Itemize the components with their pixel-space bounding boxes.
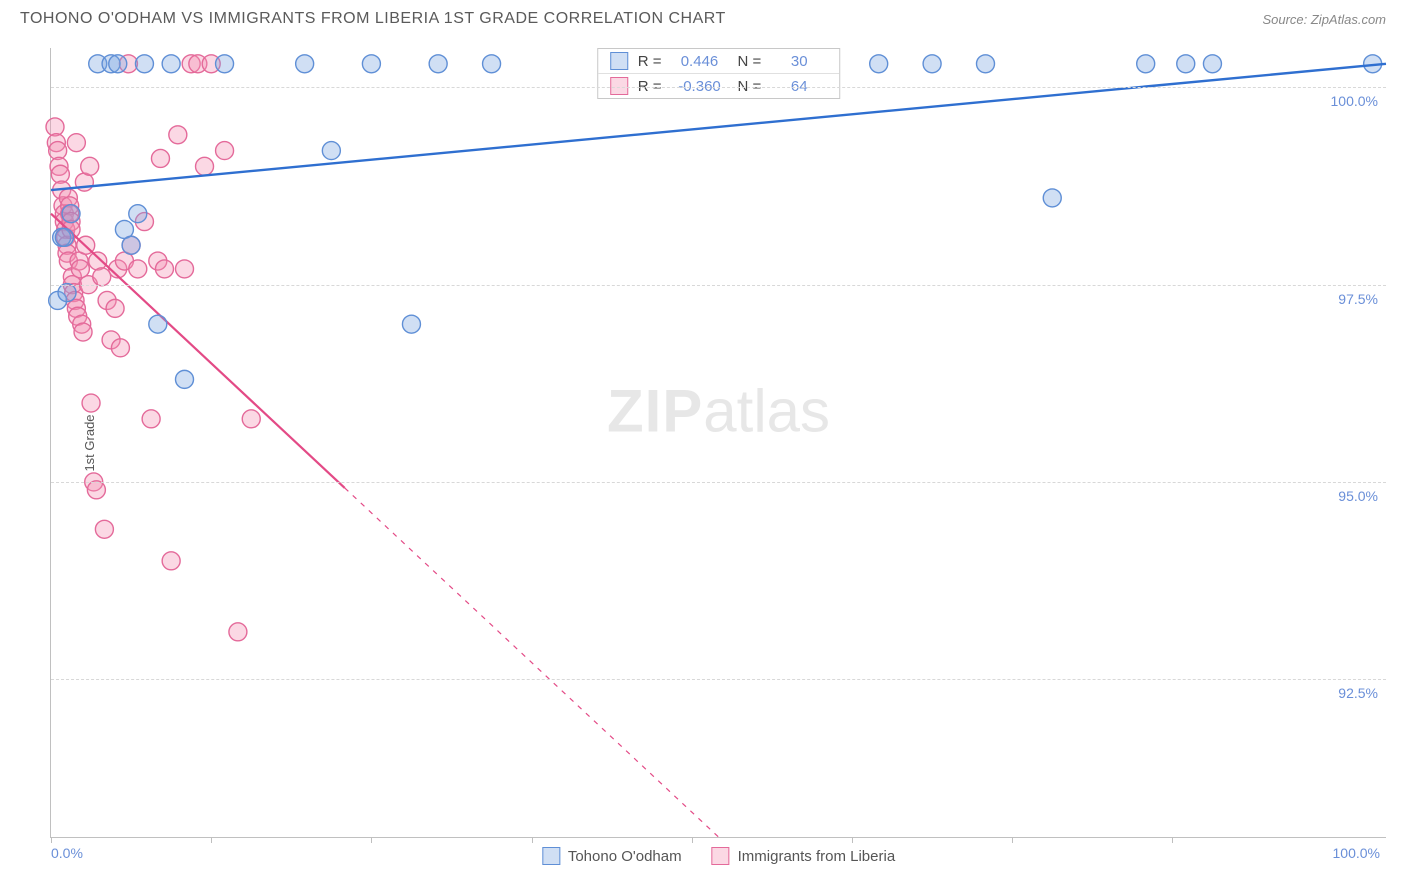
stats-row-liberia: R = -0.360 N = 64 (598, 74, 840, 98)
data-point (1137, 55, 1155, 73)
data-point (95, 520, 113, 538)
data-point (109, 55, 127, 73)
data-point (74, 323, 92, 341)
data-point (322, 142, 340, 160)
data-point (129, 260, 147, 278)
stat-R-value-liberia: -0.360 (672, 78, 728, 95)
xtick-label: 0.0% (51, 845, 83, 861)
xtick (51, 837, 52, 843)
chart-area: 1st Grade ZIPatlas R = 0.446 N = 30 R = … (50, 48, 1386, 838)
stat-R-label: R = (638, 53, 662, 70)
data-point (87, 481, 105, 499)
xtick (692, 837, 693, 843)
data-point (135, 55, 153, 73)
data-point (93, 268, 111, 286)
ytick-label: 97.5% (1338, 291, 1378, 307)
data-point (151, 149, 169, 167)
data-point (176, 260, 194, 278)
data-point (229, 623, 247, 641)
ytick-label: 95.0% (1338, 488, 1378, 504)
xtick (852, 837, 853, 843)
legend-label-liberia: Immigrants from Liberia (738, 848, 896, 865)
gridline (51, 679, 1386, 680)
data-point (169, 126, 187, 144)
data-point (923, 55, 941, 73)
xtick (532, 837, 533, 843)
data-point (483, 55, 501, 73)
data-point (82, 394, 100, 412)
data-point (242, 410, 260, 428)
legend: Tohono O'odham Immigrants from Liberia (542, 847, 895, 865)
gridline (51, 285, 1386, 286)
xtick (1172, 837, 1173, 843)
legend-item-tohono: Tohono O'odham (542, 847, 682, 865)
data-point (196, 157, 214, 175)
stat-N-label: N = (738, 53, 762, 70)
data-point (142, 410, 160, 428)
gridline (51, 87, 1386, 88)
data-point (162, 552, 180, 570)
data-point (162, 55, 180, 73)
data-point (216, 55, 234, 73)
data-point (106, 299, 124, 317)
legend-swatch-liberia (712, 847, 730, 865)
data-point (1177, 55, 1195, 73)
data-point (122, 236, 140, 254)
data-point (1203, 55, 1221, 73)
data-point (81, 157, 99, 175)
chart-header: TOHONO O'ODHAM VS IMMIGRANTS FROM LIBERI… (0, 0, 1406, 34)
data-point (55, 228, 73, 246)
stat-N-value-tohono: 30 (771, 53, 827, 70)
stat-R-value-tohono: 0.446 (672, 53, 728, 70)
data-point (402, 315, 420, 333)
gridline (51, 482, 1386, 483)
data-point (67, 134, 85, 152)
data-point (62, 205, 80, 223)
plot-svg (51, 48, 1386, 837)
trend-line-dashed (345, 488, 719, 837)
chart-title: TOHONO O'ODHAM VS IMMIGRANTS FROM LIBERI… (20, 10, 726, 28)
data-point (977, 55, 995, 73)
xtick (371, 837, 372, 843)
chart-source: Source: ZipAtlas.com (1262, 12, 1386, 27)
data-point (129, 205, 147, 223)
swatch-liberia (610, 77, 628, 95)
data-point (149, 315, 167, 333)
stat-N-value-liberia: 64 (771, 78, 827, 95)
xtick (211, 837, 212, 843)
ytick-label: 92.5% (1338, 685, 1378, 701)
data-point (89, 252, 107, 270)
legend-swatch-tohono (542, 847, 560, 865)
data-point (216, 142, 234, 160)
data-point (296, 55, 314, 73)
stats-box: R = 0.446 N = 30 R = -0.360 N = 64 (597, 48, 841, 99)
xtick (1012, 837, 1013, 843)
data-point (429, 55, 447, 73)
legend-item-liberia: Immigrants from Liberia (712, 847, 896, 865)
ytick-label: 100.0% (1331, 93, 1378, 109)
stat-N-label: N = (738, 78, 762, 95)
swatch-tohono (610, 52, 628, 70)
data-point (111, 339, 129, 357)
legend-label-tohono: Tohono O'odham (568, 848, 682, 865)
data-point (1043, 189, 1061, 207)
data-point (58, 284, 76, 302)
trend-line (51, 214, 345, 488)
data-point (176, 370, 194, 388)
data-point (155, 260, 173, 278)
data-point (362, 55, 380, 73)
xtick-label: 100.0% (1333, 845, 1380, 861)
stats-row-tohono: R = 0.446 N = 30 (598, 49, 840, 74)
data-point (870, 55, 888, 73)
stat-R-label: R = (638, 78, 662, 95)
